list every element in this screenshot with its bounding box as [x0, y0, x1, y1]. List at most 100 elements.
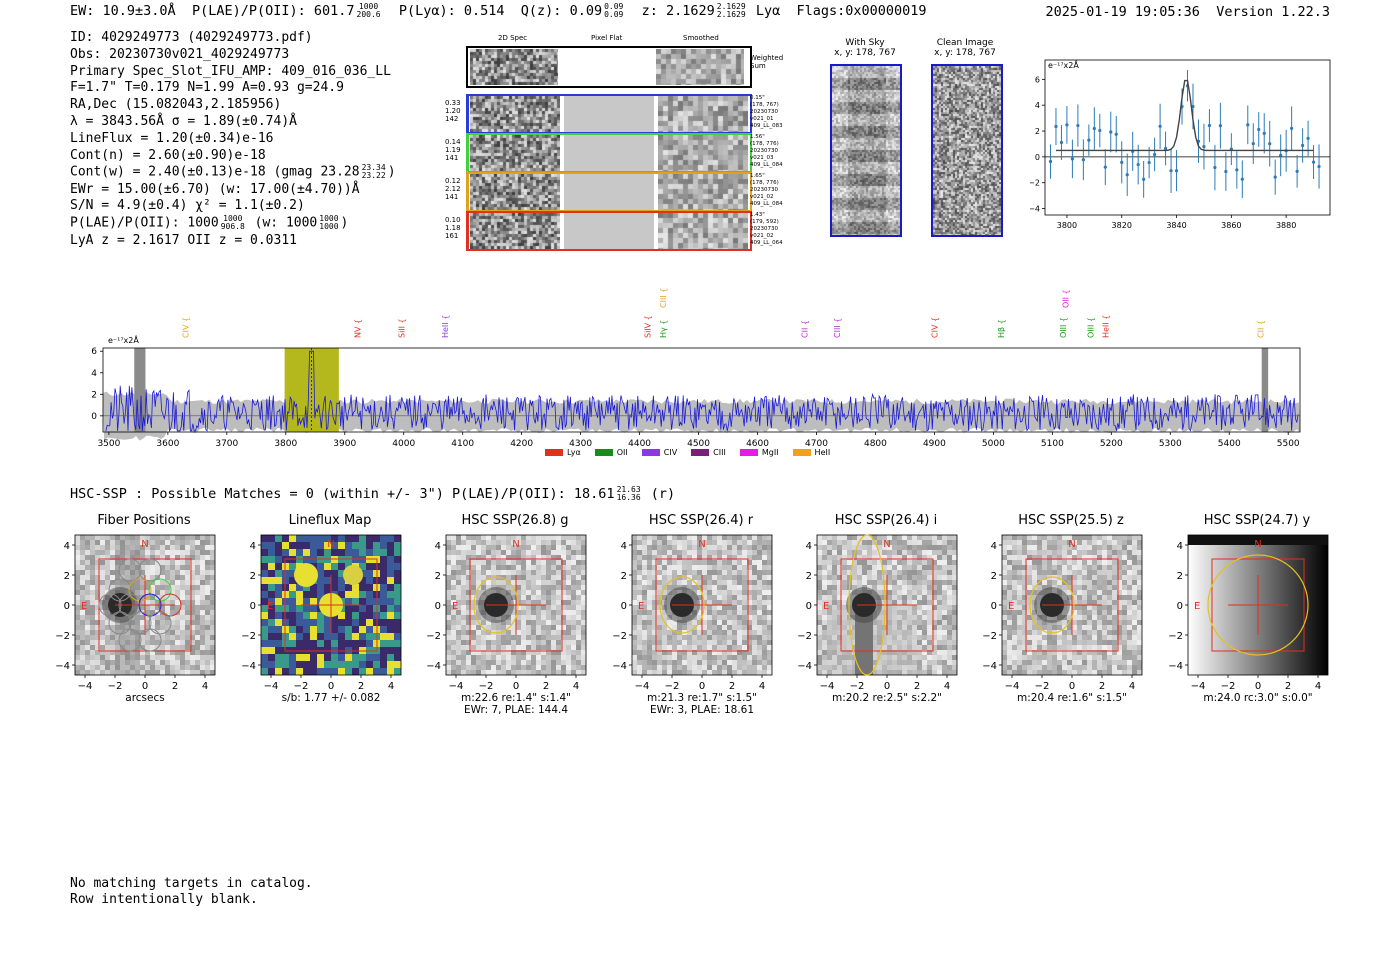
col-pixel-flat: Pixel Flat: [591, 34, 623, 42]
legend-label: Lyα: [567, 448, 581, 457]
ew-rest: EWr = 15.00(±6.70) (w: 17.00(±4.70))Å: [70, 181, 360, 197]
col-smoothed: Smoothed: [683, 34, 719, 42]
zoom-point: [1257, 127, 1261, 132]
zoom-point: [1235, 168, 1239, 172]
emission-line-label: CII {: [801, 320, 810, 338]
z-value: z: 2.1629: [641, 3, 715, 19]
panel-caption: m:20.2 re:2.5" s:2.2": [832, 692, 942, 704]
legend-label: HeII: [814, 448, 831, 457]
panel-xtick: −2: [1221, 681, 1236, 692]
panel-ytick: 2: [991, 571, 997, 582]
col-2d-spec: 2D Spec: [498, 34, 528, 42]
panel-ytick: 0: [435, 601, 441, 612]
legend-item: MgII: [739, 448, 779, 457]
fiber-circle: [108, 611, 132, 635]
with-sky-title: With Sky x, y: 178, 767: [830, 38, 900, 58]
spec-xtick: 5100: [1041, 439, 1064, 449]
spec-ytick: 6: [91, 347, 97, 357]
cont-w-text: Cont(w) = 2.40(±0.13)e-18 (gmag 23.28: [70, 164, 360, 180]
panel-image-7: N E 4 2 0 −2 −4 −4 −2 0 2 4: [1168, 534, 1329, 692]
sn-chi2: S/N = 4.9(±0.4) χ² = 1.1(±0.2): [70, 198, 305, 214]
header-summary: EW: 10.9±3.0Å P(LAE)/P(OII): 601.7 1000 20…: [70, 2, 927, 20]
panel-ytick: −2: [612, 631, 627, 642]
row-smooth-image: [658, 174, 748, 210]
hsc-summary: HSC-SSP : Possible Matches = 0 (within +…: [70, 486, 675, 503]
spec-xtick: 3500: [97, 439, 120, 449]
zoom-point: [1268, 142, 1272, 146]
panel-title: HSC SSP(26.8) g: [461, 513, 569, 528]
panel-ytick: 2: [250, 571, 256, 582]
panel-title: HSC SSP(26.4) i: [834, 513, 938, 528]
panel-xtick: 4: [202, 681, 208, 692]
cont-w-lo: 23.22: [361, 171, 386, 181]
zoom-ytick: 0: [1035, 153, 1040, 162]
zoom-point: [1147, 160, 1151, 165]
panel-xtick: 0: [1069, 681, 1075, 692]
zoom-point: [1262, 131, 1266, 135]
spectrum-legend: Lyα OII CIV CIII MgII HeII: [545, 448, 844, 457]
spec-xtick: 5400: [1218, 439, 1241, 449]
zoom-point: [1174, 169, 1179, 173]
zoom-point: [1120, 160, 1124, 164]
zoom-point: [1202, 145, 1206, 149]
aperture-box: [655, 558, 749, 652]
zoom-point: [1169, 169, 1173, 173]
emission-line-label: Hγ {: [659, 320, 668, 338]
spec-ytick: 0: [91, 412, 97, 422]
weighted-sum-label: Weighted Sum: [750, 54, 784, 70]
plya-value: P(Lyα): 0.514: [398, 3, 505, 19]
zoom-ytick: 2: [1035, 127, 1040, 136]
zoom-point: [1311, 160, 1316, 164]
zoom-point: [1290, 126, 1294, 130]
zoom-point: [1070, 157, 1075, 161]
zoom-ytick: −4: [1030, 205, 1040, 214]
panel-xtick: 2: [172, 681, 178, 692]
zoom-fit-curve: [1055, 79, 1314, 152]
legend-item: HeII: [792, 448, 831, 457]
zoom-point: [1092, 126, 1096, 131]
panel-ytick: 4: [991, 541, 997, 552]
z-hi: 2.1629: [716, 2, 746, 11]
panel-xtick: −4: [449, 681, 464, 692]
panel-xtick: 0: [884, 681, 890, 692]
spectrum-unit: e⁻¹⁷x2Å: [108, 336, 139, 345]
stat-value: 142: [445, 115, 459, 123]
row-smooth-image: [658, 135, 748, 171]
emission-line-label: CIV {: [182, 317, 191, 338]
panel-xtick: 0: [513, 681, 519, 692]
plae-header: P(LAE)/P(OII): 601.7: [191, 3, 355, 19]
panel-caption-2: EWr: 7, PLAE: 144.4: [463, 704, 569, 716]
panel-ytick: −2: [797, 631, 812, 642]
panel-ytick: 0: [250, 601, 256, 612]
panel-xtick: −4: [78, 681, 93, 692]
source-ellipse: [1207, 554, 1309, 656]
stat-value: 2.12: [445, 185, 461, 193]
cutout-row-stats: 0.14 1.19 141: [445, 138, 461, 162]
plae-hi: 1000: [358, 2, 379, 11]
zoom-point: [1153, 152, 1157, 157]
legend-item: CIII: [691, 448, 726, 457]
panel-caption: m:21.3 re:1.7" s:1.5": [647, 692, 757, 704]
panel-caption-2: EWr: 3, PLAE: 18.61: [649, 704, 755, 716]
zoom-point: [1191, 104, 1195, 109]
version-label: Version 1.22.3: [1216, 4, 1330, 20]
east-label: E: [823, 601, 829, 612]
mask-region: [1261, 348, 1269, 432]
panel-xtick: 2: [543, 681, 549, 692]
catalog-footer: No matching targets in catalog. Row inte…: [70, 876, 313, 907]
cutout-panel: 2D Spec Pixel Flat Smoothed Weighted Sum…: [440, 32, 783, 257]
panel-xtick: −2: [294, 681, 309, 692]
plae-row: P(LAE)/P(OII): 1000 1000 906.8 (w: 1000 100…: [70, 215, 396, 232]
legend-label: MgII: [761, 448, 779, 457]
meta-value: 20230730: [750, 109, 778, 115]
cutout-row-1: [466, 94, 752, 134]
timestamp: 2025-01-19 19:05:36: [1045, 4, 1200, 20]
panel-caption: arcsecs: [125, 692, 165, 704]
meta-value: v021_03: [750, 155, 774, 161]
panel-title: HSC SSP(24.7) y: [1203, 513, 1311, 528]
emission-line-label: SiIV {: [643, 315, 652, 338]
cutout-row-4: [466, 211, 752, 251]
east-label: E: [1008, 601, 1014, 612]
panel-xtick: 0: [1255, 681, 1261, 692]
north-label: N: [698, 539, 705, 550]
